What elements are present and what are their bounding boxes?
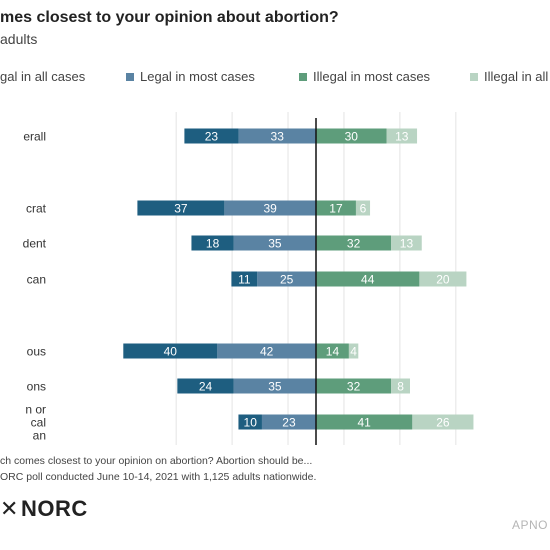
bar-0-1 xyxy=(238,128,316,144)
bar-value-4-0: 40 xyxy=(164,345,178,359)
bar-0-3 xyxy=(386,128,418,144)
bar-4-1 xyxy=(217,343,316,359)
bars: 33 23 30 13 39 37 17 6 35 18 32 13 25 11 44 20 42 40 14 4 35… xyxy=(123,128,474,430)
legend: gal in all cases Legal in most cases Ill… xyxy=(0,69,550,87)
chart-title: mes closest to your opinion about aborti… xyxy=(0,9,339,26)
bar-value-1-0: 37 xyxy=(174,202,188,216)
bar-4-2 xyxy=(316,343,349,359)
bar-2-1 xyxy=(233,235,316,251)
bar-value-0-2: 30 xyxy=(345,130,359,144)
bar-2-0 xyxy=(191,235,234,251)
bar-5-2 xyxy=(316,378,392,394)
bar-value-3-1: 25 xyxy=(280,273,294,287)
chart-subtitle: adults xyxy=(0,31,38,47)
bar-value-6-2: 41 xyxy=(357,416,371,430)
category-label-6-2: an xyxy=(33,429,46,443)
bar-value-3-3: 20 xyxy=(436,273,450,287)
bar-value-2-2: 32 xyxy=(347,237,361,251)
category-label-2-0: dent xyxy=(23,237,47,251)
category-label-0-0: erall xyxy=(23,130,46,144)
logo-text: NORC xyxy=(20,496,88,521)
category-label-1-0: crat xyxy=(26,202,47,216)
bar-value-4-1: 42 xyxy=(260,345,274,359)
legend-item-illegal-all: Illegal in all c xyxy=(470,69,550,84)
bar-4-0 xyxy=(123,343,218,359)
bar-0-0 xyxy=(184,128,239,144)
legend-swatch-illegal-most xyxy=(299,72,307,81)
bar-value-6-3: 26 xyxy=(436,416,450,430)
bar-value-2-0: 18 xyxy=(206,237,220,251)
apnorc-credit: APNO xyxy=(512,518,549,532)
question-note: ch comes closest to your opinion on abor… xyxy=(0,455,313,467)
bar-6-0 xyxy=(238,414,262,430)
legend-label-legal-most: Legal in most cases xyxy=(140,69,255,84)
bar-value-3-2: 44 xyxy=(361,273,375,287)
bar-value-6-0: 10 xyxy=(244,416,258,430)
legend-item-legal-all: gal in all cases xyxy=(0,69,85,84)
legend-item-legal-most: Legal in most cases xyxy=(126,69,255,84)
norc-logo: ✕NORC xyxy=(0,496,88,522)
bar-value-0-3: 13 xyxy=(395,130,409,144)
bar-6-2 xyxy=(316,414,413,430)
bar-6-1 xyxy=(261,414,316,430)
bar-value-4-3: 4 xyxy=(350,345,357,359)
legend-swatch-legal-most xyxy=(126,72,134,81)
bar-3-1 xyxy=(257,271,316,287)
bar-3-0 xyxy=(231,271,258,287)
bar-value-5-1: 35 xyxy=(268,380,282,394)
source-note: ORC poll conducted June 10-14, 2021 with… xyxy=(0,471,317,483)
bar-0-2 xyxy=(316,128,387,144)
bar-5-3 xyxy=(391,378,410,394)
bar-3-3 xyxy=(419,271,467,287)
category-label-6-0: n or xyxy=(25,403,46,417)
bar-value-3-0: 11 xyxy=(238,273,251,287)
bar-1-1 xyxy=(224,200,316,216)
bar-5-1 xyxy=(233,378,316,394)
bar-value-1-3: 6 xyxy=(360,202,367,216)
bar-value-0-0: 23 xyxy=(205,130,219,144)
bar-value-2-1: 35 xyxy=(268,237,282,251)
bar-2-3 xyxy=(391,235,422,251)
bar-1-0 xyxy=(137,200,225,216)
bar-value-4-2: 14 xyxy=(326,345,340,359)
category-label-6-1: cal xyxy=(31,416,46,430)
legend-label-illegal-all: Illegal in all c xyxy=(484,69,550,84)
bar-1-3 xyxy=(355,200,371,216)
bar-4-3 xyxy=(348,343,359,359)
bar-5-0 xyxy=(177,378,234,394)
legend-label-illegal-most: Illegal in most cases xyxy=(313,69,431,84)
bar-value-5-2: 32 xyxy=(347,380,361,394)
bar-value-0-1: 33 xyxy=(271,130,285,144)
bar-value-5-3: 8 xyxy=(397,380,404,394)
bar-value-2-3: 13 xyxy=(400,237,414,251)
bar-value-1-2: 17 xyxy=(329,202,343,216)
category-label-5-0: ons xyxy=(27,380,46,394)
bar-value-6-1: 23 xyxy=(282,416,296,430)
bar-2-2 xyxy=(316,235,392,251)
category-label-4-0: ous xyxy=(27,345,46,359)
legend-item-illegal-most: Illegal in most cases xyxy=(299,69,430,84)
legend-label-legal-all: gal in all cases xyxy=(0,69,86,84)
bar-6-3 xyxy=(412,414,474,430)
bar-value-1-1: 39 xyxy=(263,202,277,216)
bar-1-2 xyxy=(316,200,356,216)
bar-value-5-0: 24 xyxy=(199,380,213,394)
logo-mark-icon: ✕ xyxy=(0,496,19,521)
diverging-bar-chart: 33 23 30 13 39 37 17 6 35 18 32 13 25 11 44 20 42 40 14 4 35… xyxy=(23,112,474,445)
category-label-3-0: can xyxy=(27,273,46,287)
bar-3-2 xyxy=(316,271,420,287)
legend-swatch-illegal-all xyxy=(470,72,478,81)
